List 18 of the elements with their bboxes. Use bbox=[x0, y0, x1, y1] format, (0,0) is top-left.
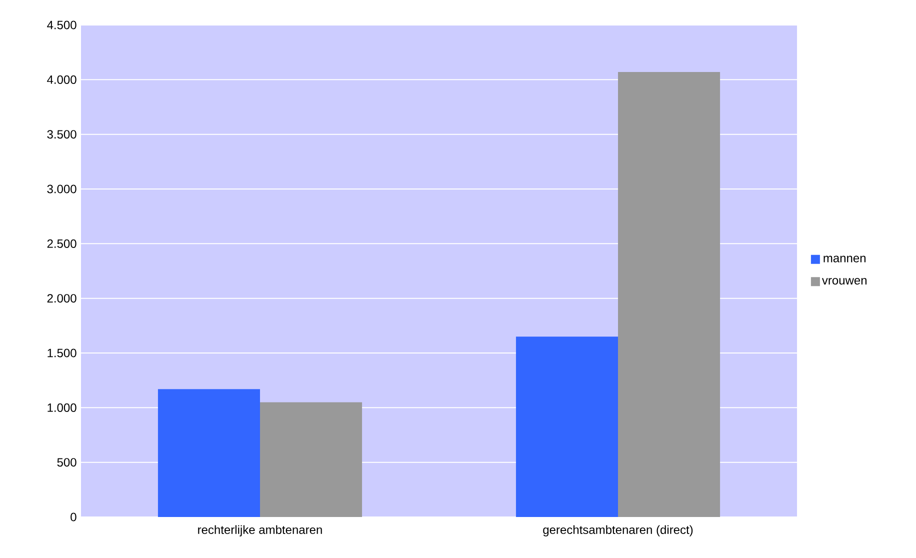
legend-label: mannen bbox=[824, 256, 866, 262]
bar bbox=[618, 72, 720, 517]
y-tick-label: 4.500 bbox=[47, 20, 76, 30]
y-tick-label: 3.000 bbox=[47, 184, 76, 194]
legend-label: vrouwen bbox=[822, 278, 866, 285]
bar bbox=[516, 336, 618, 517]
y-tick-label: 4.000 bbox=[47, 75, 76, 84]
y-tick-label: 1.500 bbox=[48, 348, 76, 358]
y-tick-label: 500 bbox=[57, 458, 76, 467]
y-tick-label: 1.000 bbox=[48, 403, 76, 412]
x-tick-label: rechterlijke ambtenaren bbox=[198, 525, 322, 536]
bar bbox=[158, 389, 260, 517]
bar bbox=[260, 402, 362, 517]
y-tick-label: 2.500 bbox=[47, 239, 76, 248]
y-tick-label: 3.500 bbox=[47, 130, 76, 139]
y-tick-label: 2.000 bbox=[47, 294, 76, 303]
x-tick-label: gerechtsambtenaren (direct) bbox=[543, 525, 693, 536]
y-tick-label: 0 bbox=[70, 512, 76, 522]
